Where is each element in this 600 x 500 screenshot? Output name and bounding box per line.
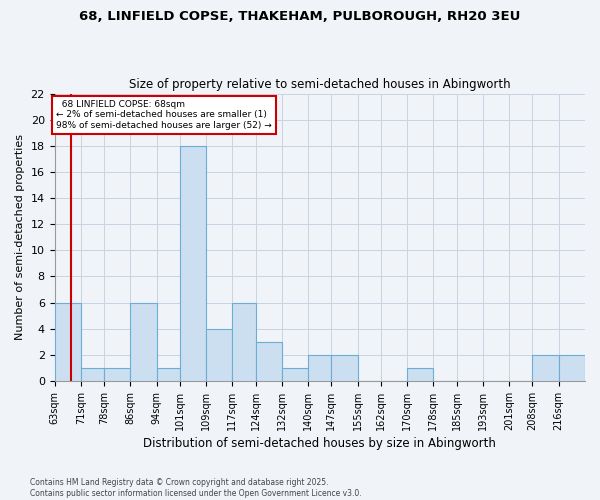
Text: 68 LINFIELD COPSE: 68sqm
← 2% of semi-detached houses are smaller (1)
98% of sem: 68 LINFIELD COPSE: 68sqm ← 2% of semi-de… [56, 100, 272, 130]
Bar [256, 342, 282, 381]
Bar [232, 302, 256, 381]
Y-axis label: Number of semi-detached properties: Number of semi-detached properties [15, 134, 25, 340]
Text: 68, LINFIELD COPSE, THAKEHAM, PULBOROUGH, RH20 3EU: 68, LINFIELD COPSE, THAKEHAM, PULBOROUGH… [79, 10, 521, 23]
Bar [104, 368, 130, 381]
Bar [55, 302, 81, 381]
Text: Contains HM Land Registry data © Crown copyright and database right 2025.
Contai: Contains HM Land Registry data © Crown c… [30, 478, 362, 498]
Bar [130, 302, 157, 381]
Bar [308, 355, 331, 381]
X-axis label: Distribution of semi-detached houses by size in Abingworth: Distribution of semi-detached houses by … [143, 437, 496, 450]
Bar [180, 146, 206, 381]
Bar [331, 355, 358, 381]
Bar [282, 368, 308, 381]
Bar [206, 328, 232, 381]
Bar [559, 355, 585, 381]
Bar [407, 368, 433, 381]
Bar [81, 368, 104, 381]
Bar [157, 368, 180, 381]
Title: Size of property relative to semi-detached houses in Abingworth: Size of property relative to semi-detach… [129, 78, 511, 91]
Bar [532, 355, 559, 381]
